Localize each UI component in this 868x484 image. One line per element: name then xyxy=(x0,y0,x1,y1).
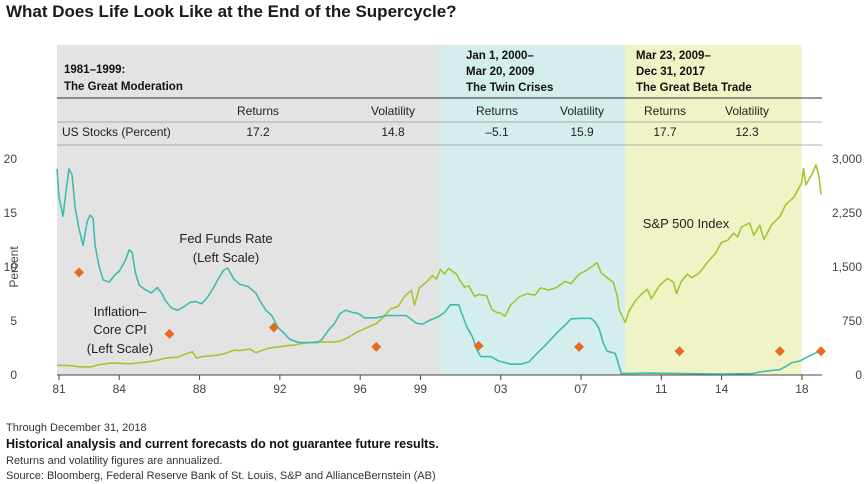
volatility-header-1: Volatility xyxy=(371,104,415,118)
cpi-point xyxy=(574,341,584,352)
left-axis-tick-15: 15 xyxy=(4,206,18,220)
volatility-value-3: 12.3 xyxy=(735,125,759,139)
period-title-2-line-2: Mar 20, 2009 xyxy=(466,66,534,78)
volatility-header-2: Volatility xyxy=(560,104,604,118)
returns-value-2: –5.1 xyxy=(485,125,509,139)
x-axis-tick-11: 11 xyxy=(655,382,668,396)
cpi-point xyxy=(371,341,382,352)
returns-value-3: 17.7 xyxy=(653,125,677,139)
period-title-1-line-1: 1981–1999: xyxy=(64,64,125,76)
right-axis-tick-2: 1,500 xyxy=(832,260,862,274)
cpi-point xyxy=(473,340,484,351)
inflation-label-scale: (Left Scale) xyxy=(87,341,153,356)
left-axis-tick-0: 0 xyxy=(10,368,17,382)
cpi-point xyxy=(774,346,785,357)
fed-funds-label: Fed Funds Rate xyxy=(179,231,272,246)
period-band-1 xyxy=(57,45,441,375)
fed-funds-label-scale: (Left Scale) xyxy=(193,250,259,265)
returns-header-2: Returns xyxy=(476,104,518,118)
inflation-label: Inflation– xyxy=(94,304,148,319)
left-axis-title: Percent xyxy=(7,246,21,288)
right-axis-tick-0: 0 xyxy=(855,368,862,382)
period-title-3-line-2: Dec 31, 2017 xyxy=(636,66,705,78)
x-axis-tick-07: 07 xyxy=(574,382,588,396)
footer-note: Returns and volatility figures are annua… xyxy=(6,455,223,467)
volatility-value-1: 14.8 xyxy=(381,125,405,139)
period-title-2-line-1: Jan 1, 2000– xyxy=(466,50,534,62)
cpi-point xyxy=(268,322,279,333)
period-band-2 xyxy=(440,45,626,375)
returns-value-1: 17.2 xyxy=(246,125,270,139)
period-title-2-line-3: The Twin Crises xyxy=(466,82,553,94)
right-axis-tick-3: 2,250 xyxy=(832,206,862,220)
supercycle-chart: 1981–1999: The Great Moderation Returns Vol… xyxy=(4,45,862,396)
x-axis-tick-88: 88 xyxy=(193,382,207,396)
returns-header-3: Returns xyxy=(644,104,686,118)
x-axis-tick-81: 81 xyxy=(52,382,66,396)
left-axis-tick-5: 5 xyxy=(10,314,17,328)
volatility-header-3: Volatility xyxy=(725,104,769,118)
sp500-line xyxy=(56,164,822,368)
x-axis-tick-96: 96 xyxy=(354,382,368,396)
left-axis-tick-10: 10 xyxy=(4,260,18,274)
cpi-point xyxy=(164,329,175,339)
table-row-label: US Stocks (Percent) xyxy=(62,125,171,139)
returns-header-1: Returns xyxy=(237,104,279,118)
fed-funds-line xyxy=(56,167,822,375)
footer-source: Source: Bloomberg, Federal Reserve Bank … xyxy=(6,470,436,482)
left-axis-tick-20: 20 xyxy=(4,152,18,166)
x-axis-tick-18: 18 xyxy=(795,382,809,396)
period-title-3-line-3: The Great Beta Trade xyxy=(636,82,752,94)
chart-title: What Does Life Look Like at the End of t… xyxy=(6,2,457,21)
right-axis-tick-1: 750 xyxy=(842,314,862,328)
x-axis-tick-99: 99 xyxy=(414,382,428,396)
period-title-1-line-2: The Great Moderation xyxy=(64,81,183,93)
x-axis-tick-14: 14 xyxy=(715,382,729,396)
cpi-point xyxy=(674,346,685,357)
volatility-value-2: 15.9 xyxy=(570,125,594,139)
right-axis-tick-4: 3,000 xyxy=(832,152,862,166)
period-band-3 xyxy=(625,45,802,375)
x-axis-tick-03: 03 xyxy=(494,382,508,396)
inflation-label-sub: Core CPI xyxy=(93,322,146,337)
cpi-point xyxy=(816,346,826,357)
x-axis-tick-84: 84 xyxy=(113,382,127,396)
sp500-label: S&P 500 Index xyxy=(643,216,730,231)
footer-through: Through December 31, 2018 xyxy=(6,422,147,434)
period-title-3-line-1: Mar 23, 2009– xyxy=(636,50,711,62)
x-axis-tick-92: 92 xyxy=(273,382,287,396)
footer-disclaimer: Historical analysis and current forecast… xyxy=(6,437,439,451)
